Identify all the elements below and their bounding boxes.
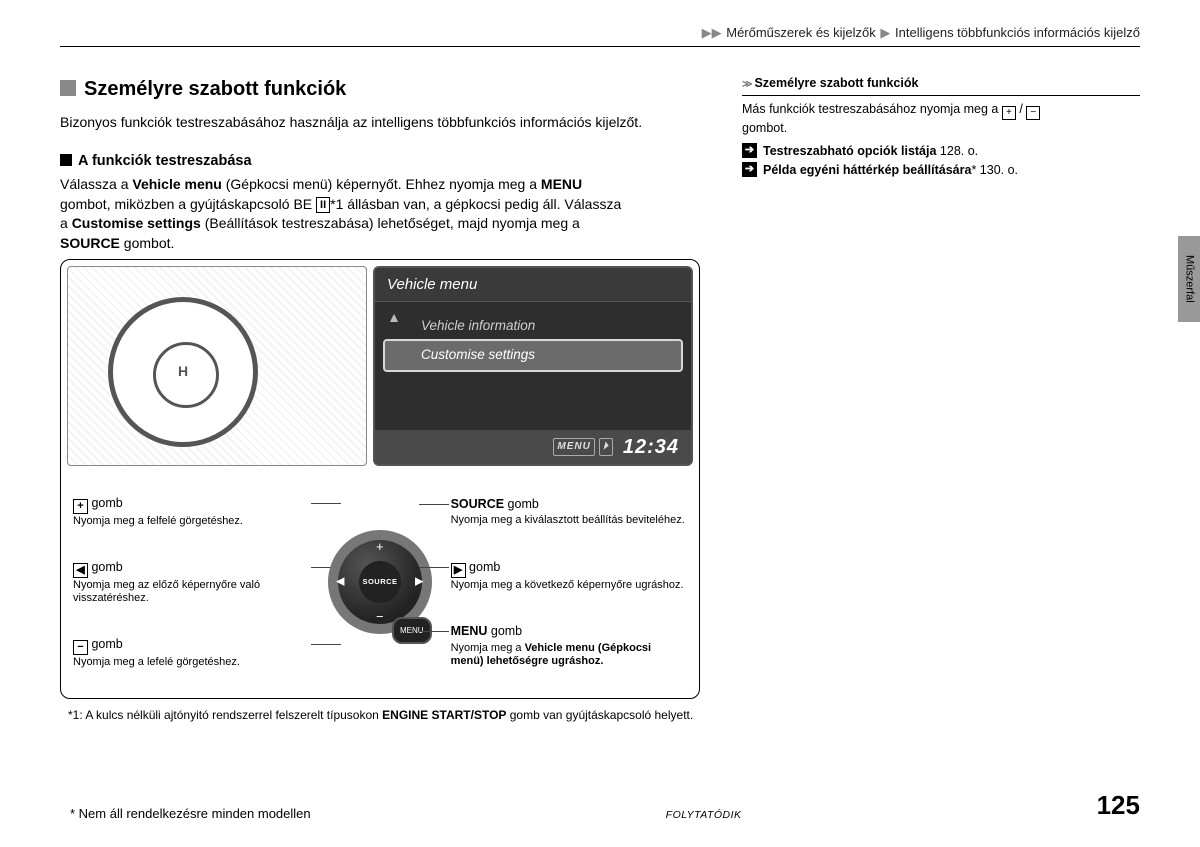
page-ref: 128. o. xyxy=(936,144,978,158)
bold-term: Customise settings xyxy=(72,215,201,231)
control-ring: + − ◀ ▶ SOURCE MENU xyxy=(328,530,432,634)
bold-term: ENGINE START/STOP xyxy=(382,708,506,722)
link-wallpaper-example[interactable]: ➔ Példa egyéni háttérkép beállítására* 1… xyxy=(742,162,1140,180)
scroll-up-icon: ▲ xyxy=(385,308,403,328)
control-legend: + gomb Nyomja meg a felfelé görgetéshez.… xyxy=(67,472,693,692)
plus-icon: + xyxy=(1002,106,1016,120)
txt: gomb xyxy=(487,624,522,638)
link-arrow-icon: ➔ xyxy=(742,162,757,177)
main-column: Személyre szabott funkciók Bizonyos funk… xyxy=(60,75,720,724)
txt: gomb xyxy=(88,637,123,651)
txt: gombot, miközben a gyújtáskapcsoló BE xyxy=(60,196,316,212)
txt: gomb xyxy=(88,496,123,510)
vehicle-screen: Vehicle menu ▲ Vehicle information Custo… xyxy=(373,266,693,466)
screen-menu-icon: MENU xyxy=(553,438,594,456)
legend-right-arrow: ▶ gomb Nyomja meg a következő képernyőre… xyxy=(449,559,687,593)
txt: gomb xyxy=(504,497,539,511)
txt: gombot. xyxy=(742,121,787,135)
breadcrumb-part1: Mérőműszerek és kijelzők xyxy=(726,25,876,40)
right-arrow-icon: ▶ xyxy=(451,563,466,578)
subhead: A funkciók testreszabása xyxy=(60,151,720,171)
legend-desc: Nyomja meg a következő képernyőre ugrásh… xyxy=(451,579,687,593)
clock: 12:34 xyxy=(623,433,679,461)
plus-icon: + xyxy=(73,499,88,514)
diagram-box: H Vehicle menu ▲ Vehicle information Cus… xyxy=(60,259,700,699)
availability-note: * Nem áll rendelkezésre minden modellen xyxy=(70,805,311,823)
page-footer: * Nem áll rendelkezésre minden modellen … xyxy=(70,787,1140,823)
link-arrow-icon: ➔ xyxy=(742,143,757,158)
left-button: ◀ xyxy=(336,575,345,590)
continued-label: FOLYTATÓDIK xyxy=(666,808,742,823)
bold-term: MENU xyxy=(541,176,582,192)
section-tab: Műszerfal xyxy=(1178,236,1200,322)
chevron-icon: ▶ xyxy=(880,25,890,40)
source-button: SOURCE xyxy=(359,561,401,603)
breadcrumb: ▶▶ Mérőműszerek és kijelzők ▶ Intelligen… xyxy=(60,24,1140,42)
txt: gomb xyxy=(88,560,123,574)
dashboard-illustration: H xyxy=(67,266,367,466)
legend-minus: − gomb Nyomja meg a lefelé görgetéshez. xyxy=(73,636,311,670)
legend-menu: MENU gomb Nyomja meg a Vehicle menu (Gép… xyxy=(449,623,687,669)
steering-wheel-icon: H xyxy=(108,297,258,447)
section-title: Személyre szabott funkciók xyxy=(60,75,720,103)
page-ref: 130. o. xyxy=(976,163,1018,177)
left-arrow-icon: ◀ xyxy=(73,563,88,578)
right-button: ▶ xyxy=(415,575,424,590)
txt: gomb van gyújtáskapcsoló helyett. xyxy=(506,708,693,722)
txt: a xyxy=(60,215,72,231)
txt: (Gépkocsi menü) képernyőt. Ehhez nyomja … xyxy=(222,176,541,192)
side-column: ≫Személyre szabott funkciók Más funkciók… xyxy=(742,75,1140,724)
minus-icon: − xyxy=(73,640,88,655)
page: ▶▶ Mérőműszerek és kijelzők ▶ Intelligen… xyxy=(0,0,1200,847)
screen-title: Vehicle menu xyxy=(375,268,691,302)
plus-button: + xyxy=(376,538,384,556)
screen-nav-icon: ⏵ xyxy=(599,438,613,456)
screen-footer: MENU ⏵ 12:34 xyxy=(375,430,691,464)
side-heading: ≫Személyre szabott funkciók xyxy=(742,75,1140,96)
txt: gomb xyxy=(466,560,501,574)
txt: Válassza a xyxy=(60,176,132,192)
legend-desc: Nyomja meg a felfelé görgetéshez. xyxy=(73,515,305,529)
tab-label: Műszerfal xyxy=(1181,255,1196,303)
side-paragraph: Más funkciók testreszabásához nyomja meg… xyxy=(742,101,1140,137)
legend-plus: + gomb Nyomja meg a felfelé görgetéshez. xyxy=(73,495,311,529)
menu-item-vehicle-info: Vehicle information xyxy=(385,312,681,341)
chevron-icon: ▶▶ xyxy=(702,25,722,40)
body-paragraph: Válassza a Vehicle menu (Gépkocsi menü) … xyxy=(60,175,720,253)
txt: *1: A kulcs nélküli ajtónyitó rendszerre… xyxy=(68,708,382,722)
legend-source: SOURCE gomb Nyomja meg a kiválasztott be… xyxy=(449,496,687,528)
bold-term: SOURCE xyxy=(60,235,120,251)
txt: Más funkciók testreszabásához nyomja meg… xyxy=(742,102,1002,116)
minus-icon: − xyxy=(1026,106,1040,120)
footnote-ref: *1 xyxy=(330,196,343,212)
legend-left-arrow: ◀ gomb Nyomja meg az előző képernyőre va… xyxy=(73,559,311,607)
legend-desc: Nyomja meg a lefelé görgetéshez. xyxy=(73,656,305,670)
legend-desc: Nyomja meg a kiválasztott beállítás bevi… xyxy=(451,514,687,528)
menu-item-customise-settings: Customise settings xyxy=(385,341,681,370)
footnote: *1: A kulcs nélküli ajtónyitó rendszerre… xyxy=(68,707,720,724)
bold-term: SOURCE xyxy=(451,497,504,511)
bold-term: MENU xyxy=(451,624,488,638)
bold-term: Vehicle menu xyxy=(132,176,221,192)
txt: állásban van, a gépkocsi pedig áll. Vála… xyxy=(343,196,621,212)
txt: / xyxy=(1016,102,1026,116)
minus-button: − xyxy=(376,608,384,626)
link-text: Példa egyéni háttérkép beállítására xyxy=(763,163,971,177)
link-text: Testreszabható opciók listája xyxy=(763,144,936,158)
breadcrumb-part2: Intelligens többfunkciós információs kij… xyxy=(895,25,1140,40)
page-number: 125 xyxy=(1097,787,1140,823)
brand-logo-icon: H xyxy=(178,363,188,383)
legend-desc: Nyomja meg az előző képernyőre való viss… xyxy=(73,579,305,607)
control-pad: + − ◀ ▶ SOURCE MENU xyxy=(317,472,442,692)
legend-desc: Nyomja meg a Vehicle menu (Gépkocsi menü… xyxy=(451,642,687,670)
intro-text: Bizonyos funkciók testreszabásához haszn… xyxy=(60,113,720,133)
txt: gombot. xyxy=(120,235,174,251)
ignition-position-icon: II xyxy=(316,197,330,213)
txt: (Beállítások testreszabása) lehetőséget,… xyxy=(201,215,580,231)
chevron-icon: ≫ xyxy=(742,79,752,90)
txt: Nyomja meg a xyxy=(451,642,525,654)
divider xyxy=(60,46,1140,47)
side-head-text: Személyre szabott funkciók xyxy=(754,76,918,90)
link-customisable-options[interactable]: ➔ Testreszabható opciók listája 128. o. xyxy=(742,143,1140,161)
